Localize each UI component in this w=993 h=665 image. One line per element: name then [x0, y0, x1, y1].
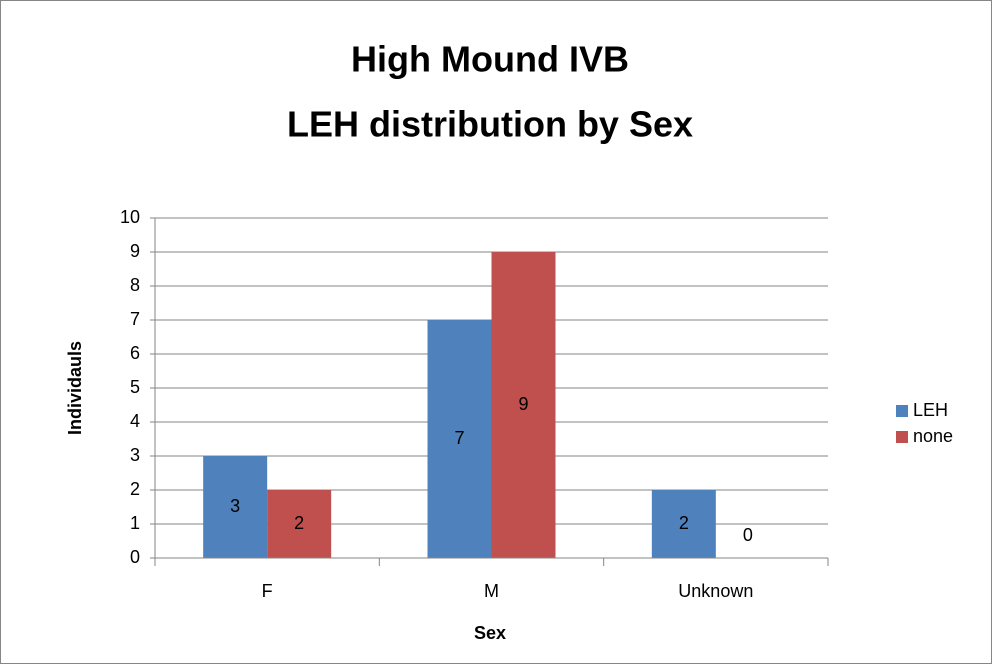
data-label: 9	[518, 394, 528, 414]
data-label: 0	[743, 525, 753, 545]
y-tick-label: 4	[130, 411, 140, 431]
y-tick-label: 8	[130, 275, 140, 295]
data-label: 7	[454, 428, 464, 448]
y-tick-label: 1	[130, 513, 140, 533]
y-axis-title: Individauls	[65, 341, 85, 435]
bar	[651, 490, 716, 558]
chart-title: LEH distribution by Sex	[287, 104, 693, 145]
y-tick-label: 0	[130, 547, 140, 567]
data-label: 3	[230, 496, 240, 516]
x-tick-label: F	[262, 581, 273, 601]
chart-title: High Mound IVB	[351, 39, 629, 80]
x-tick-label: M	[484, 581, 499, 601]
bar	[267, 490, 332, 558]
data-label: 2	[679, 513, 689, 533]
x-axis-title: Sex	[474, 623, 506, 643]
y-tick-label: 7	[130, 309, 140, 329]
x-tick-label: Unknown	[678, 581, 753, 601]
y-tick-label: 3	[130, 445, 140, 465]
bar	[203, 456, 268, 558]
y-tick-label: 9	[130, 241, 140, 261]
legend-label: LEH	[913, 400, 948, 420]
data-label: 2	[294, 513, 304, 533]
y-tick-label: 2	[130, 479, 140, 499]
legend-swatch	[896, 431, 908, 443]
y-tick-label: 5	[130, 377, 140, 397]
legend-swatch	[896, 405, 908, 417]
legend-label: none	[913, 426, 953, 446]
bar	[427, 320, 492, 558]
y-tick-label: 6	[130, 343, 140, 363]
bar	[491, 252, 556, 558]
y-tick-label: 10	[120, 207, 140, 227]
